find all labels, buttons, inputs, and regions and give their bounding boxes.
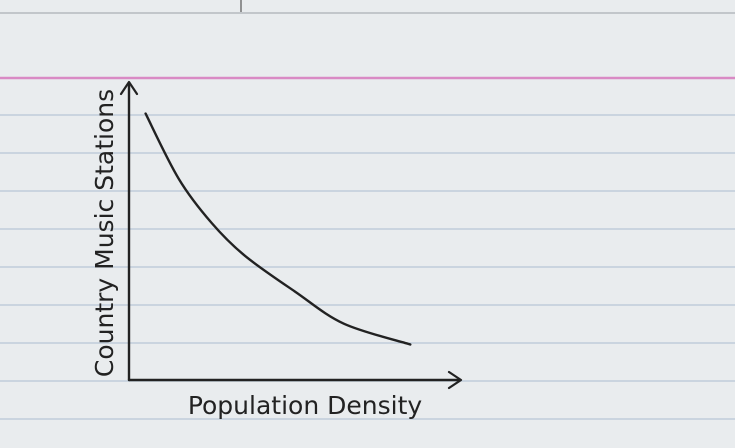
ruled-lines: [0, 114, 735, 420]
x-axis-arrow: [447, 370, 463, 390]
series-layer: [144, 112, 412, 346]
series-line-0: [144, 112, 412, 346]
x-axis-label: Population Density: [188, 391, 423, 420]
y-axis-label: Country Music Stations: [90, 89, 119, 377]
y-axis-arrow: [119, 80, 139, 96]
chart: Population Density Country Music Station…: [90, 80, 463, 420]
